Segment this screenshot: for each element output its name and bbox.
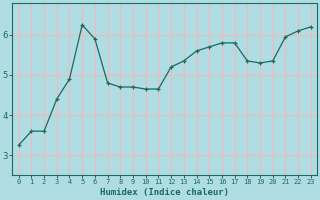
X-axis label: Humidex (Indice chaleur): Humidex (Indice chaleur)	[100, 188, 229, 197]
